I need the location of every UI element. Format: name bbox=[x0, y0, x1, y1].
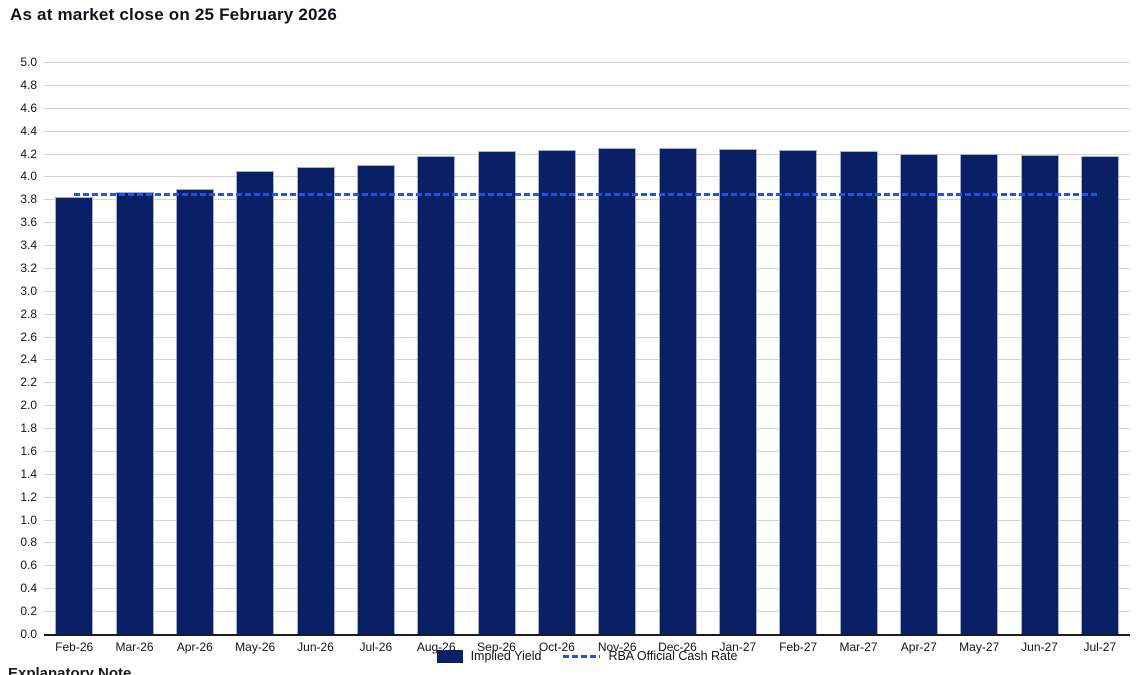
x-axis-tick-label: Oct-26 bbox=[538, 640, 575, 654]
y-axis-tick-label: 3.4 bbox=[20, 238, 37, 253]
implied-yield-bar bbox=[236, 170, 275, 634]
x-axis-tick-label: Jun-26 bbox=[297, 640, 334, 654]
y-axis-tick-label: 0.2 bbox=[20, 604, 37, 619]
x-axis-tick-label: Mar-27 bbox=[839, 640, 878, 654]
x-axis-tick-label: Dec-26 bbox=[658, 640, 697, 654]
implied-yield-bar bbox=[175, 188, 214, 634]
x-axis-tick-label: Feb-26 bbox=[55, 640, 94, 654]
implied-yield-bar bbox=[115, 192, 154, 634]
implied-yield-bar bbox=[537, 150, 576, 634]
gridline bbox=[44, 359, 1130, 361]
gridline bbox=[44, 382, 1130, 384]
legend: Implied Yield RBA Official Cash Rate bbox=[44, 649, 1130, 663]
gridline bbox=[44, 336, 1130, 338]
y-axis-tick-label: 3.8 bbox=[20, 192, 37, 207]
gridline bbox=[44, 313, 1130, 315]
x-axis-tick-label: Nov-26 bbox=[597, 640, 637, 654]
y-axis-tick-label: 2.4 bbox=[20, 352, 37, 367]
legend-item-implied-yield: Implied Yield bbox=[436, 649, 542, 663]
implied-yield-bar bbox=[296, 167, 335, 634]
gridline bbox=[44, 405, 1130, 407]
x-axis-tick-label: Mar-26 bbox=[115, 640, 154, 654]
gridline bbox=[44, 222, 1130, 224]
y-axis-tick-label: 2.0 bbox=[20, 398, 37, 413]
gridline bbox=[44, 84, 1130, 86]
legend-item-cash-rate: RBA Official Cash Rate bbox=[563, 649, 737, 663]
y-axis-tick-label: 5.0 bbox=[20, 55, 37, 69]
gridline bbox=[44, 290, 1130, 292]
x-axis-tick-label: Jan-27 bbox=[719, 640, 757, 654]
x-axis-tick-label: Jul-27 bbox=[1083, 640, 1117, 654]
gridline bbox=[44, 588, 1130, 590]
x-axis-tick-label: Sep-26 bbox=[477, 640, 516, 654]
y-axis-tick-label: 1.0 bbox=[20, 512, 37, 527]
y-axis-tick-label: 4.0 bbox=[20, 169, 37, 184]
implied-yield-bar bbox=[356, 164, 395, 634]
y-axis-tick-label: 0.4 bbox=[20, 581, 37, 596]
footer-note-clipped: Explanatory Note bbox=[8, 665, 132, 675]
implied-yield-bar bbox=[1020, 154, 1059, 634]
y-axis-tick-label: 1.4 bbox=[20, 466, 37, 481]
implied-yield-bar bbox=[598, 147, 637, 634]
gridline bbox=[44, 611, 1130, 613]
y-axis-tick-label: 4.4 bbox=[20, 123, 37, 138]
gridline bbox=[44, 428, 1130, 430]
implied-yield-bar bbox=[477, 151, 516, 634]
x-axis-tick-label: Apr-26 bbox=[176, 640, 213, 654]
legend-implied-yield-label: Implied Yield bbox=[470, 649, 542, 663]
gridline bbox=[44, 107, 1130, 109]
y-axis-tick-label: 0.8 bbox=[20, 535, 37, 550]
gridline bbox=[44, 62, 1130, 63]
implied-yield-bar bbox=[417, 155, 456, 634]
y-axis-tick-label: 1.8 bbox=[20, 421, 37, 436]
y-axis-tick-label: 3.0 bbox=[20, 283, 37, 298]
gridline bbox=[44, 176, 1130, 178]
gridline bbox=[44, 267, 1130, 269]
x-axis-tick-label: Apr-27 bbox=[900, 640, 937, 654]
gridline bbox=[44, 519, 1130, 521]
gridline bbox=[44, 153, 1130, 155]
gridline bbox=[44, 450, 1130, 452]
gridline bbox=[44, 542, 1130, 544]
y-axis-tick-label: 2.2 bbox=[20, 375, 37, 390]
y-axis-tick-label: 4.6 bbox=[20, 100, 37, 115]
gridline bbox=[44, 130, 1130, 132]
x-axis-tick-label: Jul-26 bbox=[359, 640, 393, 654]
implied-yield-bar bbox=[55, 197, 94, 634]
y-axis-tick-label: 0.0 bbox=[20, 627, 37, 641]
y-axis-tick-label: 4.2 bbox=[20, 146, 37, 161]
y-axis-tick-label: 3.2 bbox=[20, 260, 37, 275]
legend-cash-rate-label: RBA Official Cash Rate bbox=[608, 649, 738, 663]
gridline bbox=[44, 565, 1130, 567]
x-axis-tick-label: May-26 bbox=[235, 640, 276, 654]
gridline bbox=[44, 496, 1130, 498]
plot-area: 5.0 4.8 4.6 4.4 4.2 4.0 3.8 3.6 3.4 3.2 3.0 2.8 2.6 2… bbox=[20, 55, 1130, 654]
x-axis-tick-label: Feb-27 bbox=[779, 640, 818, 654]
x-axis-tick-label: Jun-27 bbox=[1021, 640, 1058, 654]
y-axis-tick-label: 1.2 bbox=[20, 489, 37, 504]
gridline bbox=[44, 199, 1130, 201]
implied-yield-bar bbox=[839, 151, 878, 634]
implied-yield-bar bbox=[779, 150, 818, 634]
gridline bbox=[44, 245, 1130, 247]
implied-yield-bar bbox=[718, 148, 757, 634]
x-axis-tick-label: May-27 bbox=[959, 640, 1000, 654]
implied-yield-swatch-icon bbox=[436, 649, 463, 663]
implied-yield-bar bbox=[960, 153, 999, 634]
y-axis-tick-label: 0.6 bbox=[20, 558, 37, 573]
y-axis-tick-label: 4.8 bbox=[20, 77, 37, 92]
cash-rate-dash-swatch-icon bbox=[563, 654, 601, 658]
y-axis-tick-label: 3.6 bbox=[20, 215, 37, 230]
implied-yield-bar bbox=[658, 147, 697, 634]
implied-yield-bar bbox=[899, 153, 938, 634]
gridline bbox=[44, 473, 1130, 475]
implied-yield-bar bbox=[1080, 155, 1119, 634]
chart-title: As at market close on 25 February 2026 bbox=[10, 5, 337, 24]
y-axis-tick-label: 2.8 bbox=[20, 306, 37, 321]
y-axis-tick-label: 2.6 bbox=[20, 329, 37, 344]
rba-cash-rate-line bbox=[74, 192, 1100, 196]
y-axis-tick-label: 1.6 bbox=[20, 443, 37, 458]
